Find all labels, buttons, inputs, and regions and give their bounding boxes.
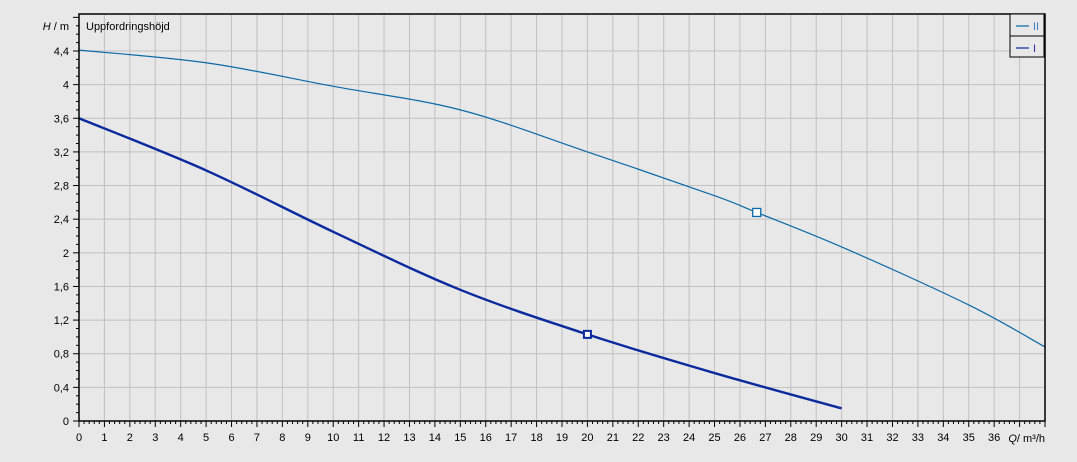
legend[interactable]: II I [1009,13,1045,58]
x-tick-label: 32 [886,432,898,444]
x-tick-label: 13 [403,432,415,444]
x-tick-label: 5 [203,432,209,444]
x-tick-label: 24 [683,432,695,444]
y-tick-label: 4 [63,80,69,92]
x-tick-label: 2 [127,432,133,444]
y-tick-label: 2,4 [54,214,69,226]
series [78,49,1046,410]
x-tick-label: 20 [581,432,593,444]
x-axis-label: Q/ m³/h [1008,433,1045,445]
x-tick-label: 14 [429,432,441,444]
x-tick-label: 1 [101,432,107,444]
y-tick-label: 2 [63,248,69,260]
x-tick-label: 7 [254,432,260,444]
x-tick-label: 18 [530,432,542,444]
y-tick-label: 2,8 [54,181,69,193]
y-tick-label: 3,2 [54,147,69,159]
x-tick-label: 35 [963,432,975,444]
x-tick-label: 27 [759,432,771,444]
y-tick-label: 0 [63,416,69,428]
x-tick-label: 3 [152,432,158,444]
operating-point-I [582,329,592,339]
x-tick-label: 9 [305,432,311,444]
x-tick-label: 4 [178,432,184,444]
grid [79,14,1045,421]
legend-box-I[interactable] [1009,35,1045,58]
legend-label-I: I [1033,43,1036,55]
legend-label-II: II [1033,21,1039,33]
x-tick-label: 31 [861,432,873,444]
x-tick-label: 29 [810,432,822,444]
x-tick-label: 12 [378,432,390,444]
x-tick-label: 23 [658,432,670,444]
y-tick-label: 0,8 [54,349,69,361]
x-tick-label: 30 [836,432,848,444]
x-tick-label: 10 [327,432,339,444]
x-tick-label: 28 [785,432,797,444]
chart-title: Uppfordringshöjd [86,21,170,33]
y-tick-label: 0,4 [54,382,69,394]
x-tick-label: 21 [607,432,619,444]
x-tick-label: 36 [988,432,1000,444]
x-tick-label: 16 [480,432,492,444]
y-tick-label: 1,2 [54,315,69,327]
x-tick-label: 17 [505,432,517,444]
curve-I [78,117,842,410]
x-tick-label: 19 [556,432,568,444]
x-tick-label: 6 [228,432,234,444]
x-tick-label: 8 [279,432,285,444]
curve-II [78,49,1046,348]
operating-point-II [752,207,762,218]
y-tick-label: 4,4 [54,46,69,58]
x-tick-label: 34 [937,432,949,444]
plot-frame [78,13,1046,422]
x-tick-label: 25 [708,432,720,444]
y-tick-label: 1,6 [54,281,69,293]
x-tick-label: 15 [454,432,466,444]
x-tick-label: 22 [632,432,644,444]
x-tick-label: 33 [912,432,924,444]
x-tick-label: 0 [76,432,82,444]
y-axis-label: H / m [43,21,69,33]
axis-ticks: 0 1 2 3 4 5 6 7 8 9 10 11 12 13 14 15 16 17 18 19 20 21 22 23 24… [54,16,1046,444]
x-tick-label: 26 [734,432,746,444]
y-tick-label: 3,6 [54,113,69,125]
x-tick-label: 11 [353,432,364,444]
